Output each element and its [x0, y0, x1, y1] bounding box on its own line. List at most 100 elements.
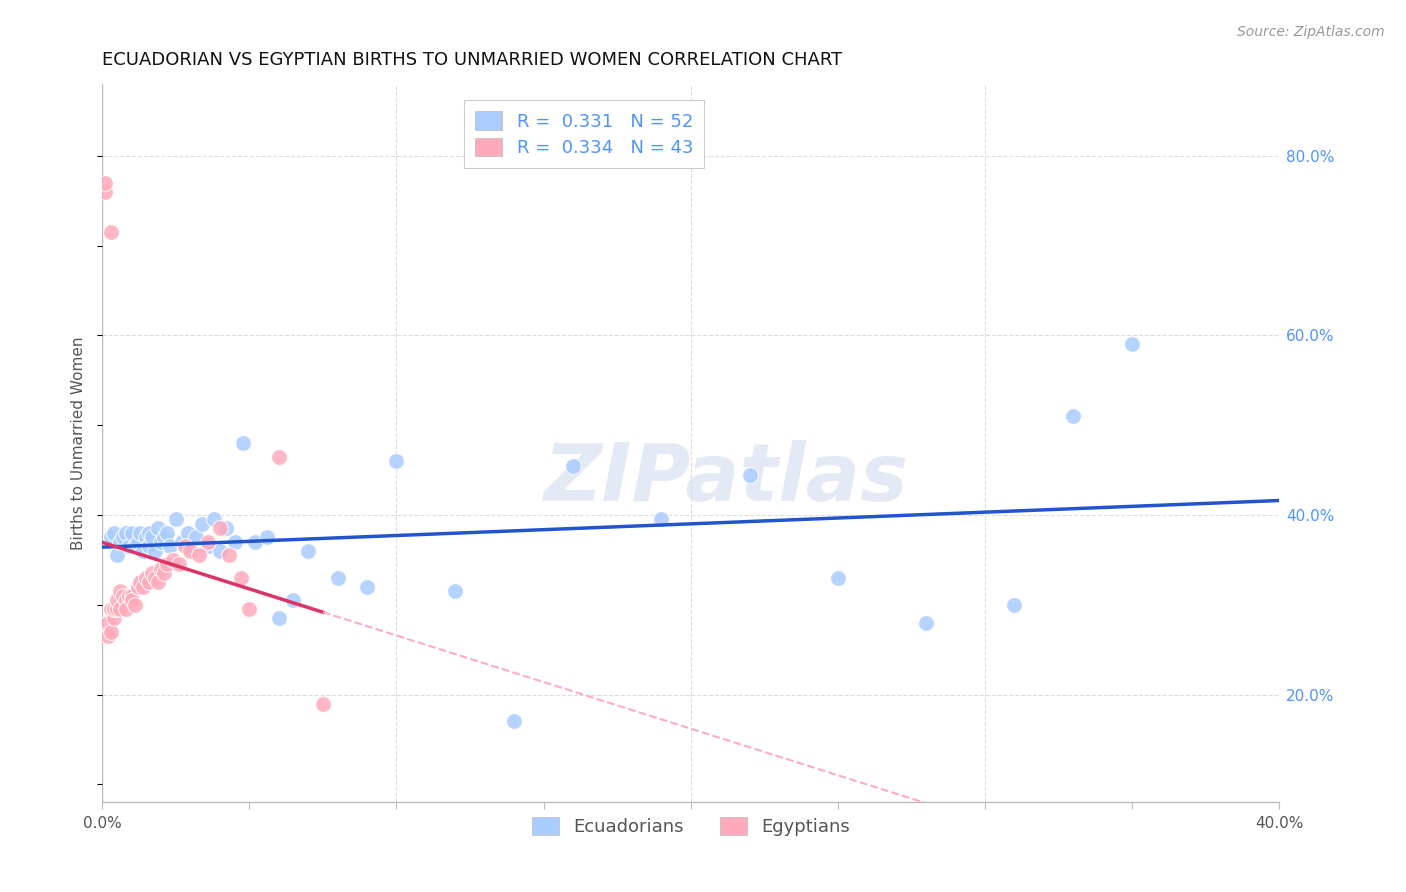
Point	[218, 549, 240, 563]
Point	[105, 549, 128, 563]
Point	[232, 436, 254, 450]
Y-axis label: Births to Unmarried Women: Births to Unmarried Women	[72, 336, 86, 550]
Point	[105, 593, 128, 607]
Point	[108, 584, 131, 599]
Point	[94, 176, 117, 190]
Point	[267, 450, 290, 464]
Point	[105, 602, 128, 616]
Text: ECUADORIAN VS EGYPTIAN BIRTHS TO UNMARRIED WOMEN CORRELATION CHART: ECUADORIAN VS EGYPTIAN BIRTHS TO UNMARRI…	[103, 51, 842, 69]
Legend: Ecuadorians, Egyptians: Ecuadorians, Egyptians	[524, 810, 858, 844]
Point	[150, 562, 173, 576]
Point	[385, 454, 408, 468]
Point	[103, 602, 125, 616]
Point	[197, 540, 219, 554]
Point	[738, 467, 761, 482]
Point	[208, 521, 231, 535]
Point	[1004, 598, 1026, 612]
Point	[1121, 337, 1143, 351]
Point	[215, 521, 238, 535]
Point	[179, 540, 201, 554]
Point	[326, 571, 349, 585]
Point	[208, 544, 231, 558]
Point	[141, 531, 163, 545]
Point	[238, 602, 260, 616]
Point	[159, 540, 181, 554]
Point	[176, 525, 198, 540]
Point	[283, 593, 305, 607]
Point	[153, 566, 176, 581]
Point	[135, 531, 157, 545]
Point	[191, 516, 214, 531]
Point	[650, 512, 672, 526]
Point	[297, 544, 319, 558]
Point	[111, 589, 134, 603]
Point	[146, 575, 169, 590]
Point	[143, 571, 166, 585]
Point	[138, 540, 160, 554]
Point	[229, 571, 252, 585]
Point	[202, 512, 225, 526]
Point	[267, 611, 290, 625]
Point	[162, 553, 184, 567]
Point	[156, 525, 179, 540]
Text: ZIPatlas: ZIPatlas	[544, 440, 908, 518]
Point	[503, 714, 526, 729]
Point	[156, 558, 179, 572]
Point	[143, 544, 166, 558]
Point	[170, 535, 193, 549]
Point	[312, 697, 335, 711]
Point	[118, 589, 141, 603]
Point	[121, 589, 143, 603]
Point	[186, 531, 208, 545]
Point	[138, 575, 160, 590]
Point	[121, 593, 143, 607]
Point	[97, 629, 120, 643]
Point	[173, 540, 195, 554]
Point	[132, 580, 155, 594]
Point	[127, 580, 149, 594]
Point	[141, 566, 163, 581]
Point	[135, 571, 157, 585]
Point	[100, 602, 122, 616]
Point	[111, 531, 134, 545]
Point	[118, 540, 141, 554]
Point	[197, 535, 219, 549]
Point	[100, 624, 122, 639]
Point	[256, 531, 278, 545]
Point	[562, 458, 585, 473]
Point	[121, 525, 143, 540]
Point	[138, 525, 160, 540]
Point	[146, 521, 169, 535]
Point	[179, 544, 201, 558]
Point	[108, 602, 131, 616]
Point	[114, 593, 136, 607]
Point	[224, 535, 246, 549]
Point	[129, 525, 152, 540]
Text: Source: ZipAtlas.com: Source: ZipAtlas.com	[1237, 25, 1385, 39]
Point	[100, 531, 122, 545]
Point	[108, 535, 131, 549]
Point	[167, 558, 190, 572]
Point	[127, 535, 149, 549]
Point	[97, 615, 120, 630]
Point	[124, 598, 146, 612]
Point	[103, 611, 125, 625]
Point	[132, 544, 155, 558]
Point	[100, 225, 122, 239]
Point	[114, 525, 136, 540]
Point	[94, 185, 117, 199]
Point	[188, 549, 211, 563]
Point	[103, 525, 125, 540]
Point	[444, 584, 467, 599]
Point	[153, 531, 176, 545]
Point	[1062, 409, 1084, 424]
Point	[827, 571, 849, 585]
Point	[356, 580, 378, 594]
Point	[124, 540, 146, 554]
Point	[915, 615, 938, 630]
Point	[129, 575, 152, 590]
Point	[245, 535, 267, 549]
Point	[165, 512, 187, 526]
Point	[150, 535, 173, 549]
Point	[114, 602, 136, 616]
